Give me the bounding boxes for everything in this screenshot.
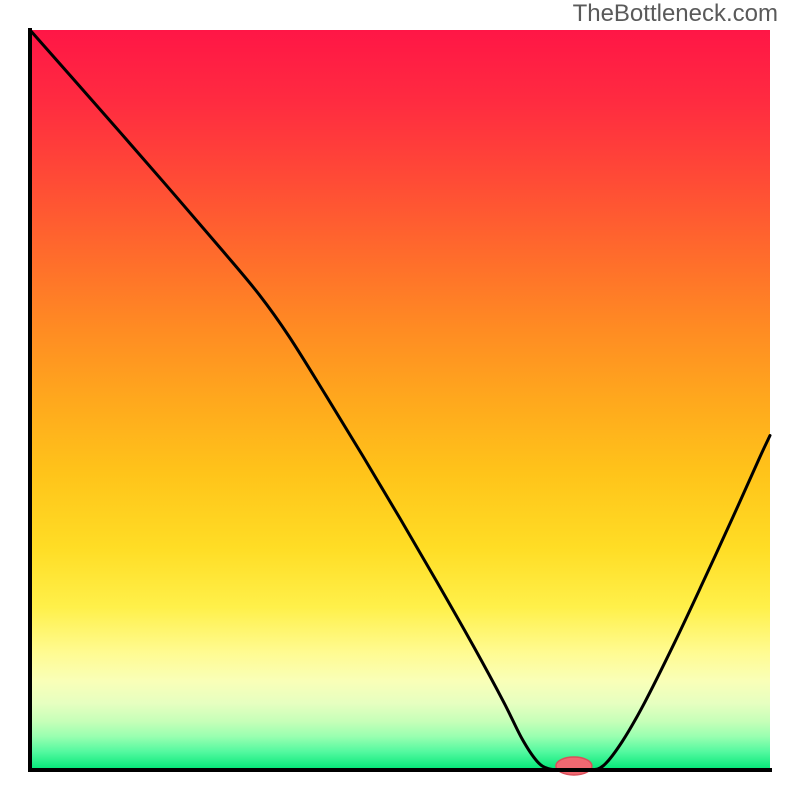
chart-container: { "watermark": "TheBottleneck.com", "cha…	[0, 0, 800, 800]
plot-background	[30, 30, 770, 770]
bottleneck-chart	[0, 0, 800, 800]
watermark-text: TheBottleneck.com	[573, 0, 778, 28]
optimum-marker	[556, 757, 592, 775]
